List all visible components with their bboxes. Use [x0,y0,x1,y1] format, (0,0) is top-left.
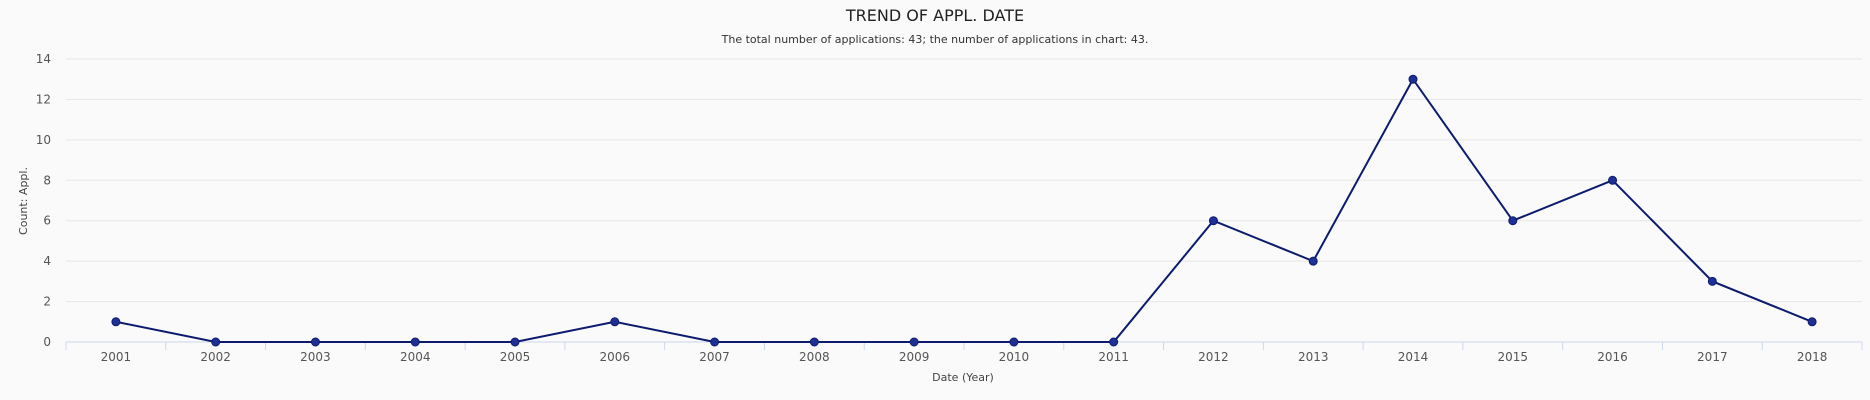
x-tick-label: 2011 [1098,350,1129,364]
y-tick-label: 10 [36,133,51,147]
data-point[interactable] [1807,317,1817,327]
x-tick-label: 2007 [699,350,730,364]
x-tick-label: 2006 [600,350,631,364]
x-axis-title: Date (Year) [932,371,994,384]
data-point[interactable] [111,317,121,327]
data-point[interactable] [909,337,919,347]
data-point[interactable] [1508,216,1518,226]
data-point[interactable] [1109,337,1119,347]
grid-lines [66,58,1862,303]
data-point[interactable] [211,337,221,347]
data-point[interactable] [610,317,620,327]
data-point[interactable] [410,337,420,347]
data-point[interactable] [809,337,819,347]
x-tick-label: 2015 [1498,350,1529,364]
data-point[interactable] [1308,256,1318,266]
x-tick-label: 2005 [500,350,531,364]
data-point[interactable] [510,337,520,347]
data-point[interactable] [1408,74,1418,84]
series-markers [111,74,1817,347]
x-tick-label: 2014 [1398,350,1429,364]
chart-subtitle: The total number of applications: 43; th… [721,33,1149,46]
data-point[interactable] [310,337,320,347]
data-point[interactable] [1608,175,1618,185]
x-tick-label: 2018 [1797,350,1828,364]
x-tick-label: 2002 [200,350,231,364]
chart-title: TREND OF APPL. DATE [845,6,1024,25]
y-tick-label: 14 [36,52,51,66]
series-line [115,77,1813,343]
y-tick-label: 12 [36,92,51,106]
y-tick-label: 8 [43,173,51,187]
x-tick-label: 2016 [1597,350,1628,364]
y-tick-label: 6 [43,214,51,228]
x-tick-label: 2017 [1697,350,1728,364]
x-tick-label: 2003 [300,350,331,364]
y-tick-label: 4 [43,254,51,268]
y-axis-title: Count: Appl. [17,167,30,235]
y-tick-label: 2 [43,295,51,309]
y-axis-tick-labels: 0 2 4 6 8 10 12 14 [36,52,51,349]
x-tick-label: 2012 [1198,350,1229,364]
data-point[interactable] [1208,216,1218,226]
x-tick-label: 2001 [101,350,132,364]
data-point[interactable] [1707,276,1717,286]
x-tick-label: 2009 [899,350,930,364]
x-tick-label: 2013 [1298,350,1329,364]
x-tick-label: 2008 [799,350,830,364]
x-axis-tick-labels: 2001 2002 2003 2004 2005 2006 2007 2008 2009 2010… [101,350,1828,364]
x-tick-label: 2004 [400,350,431,364]
x-axis-ticks [65,342,1863,350]
data-point[interactable] [710,337,720,347]
data-point[interactable] [1009,337,1019,347]
y-tick-label: 0 [43,335,51,349]
x-tick-label: 2010 [999,350,1030,364]
